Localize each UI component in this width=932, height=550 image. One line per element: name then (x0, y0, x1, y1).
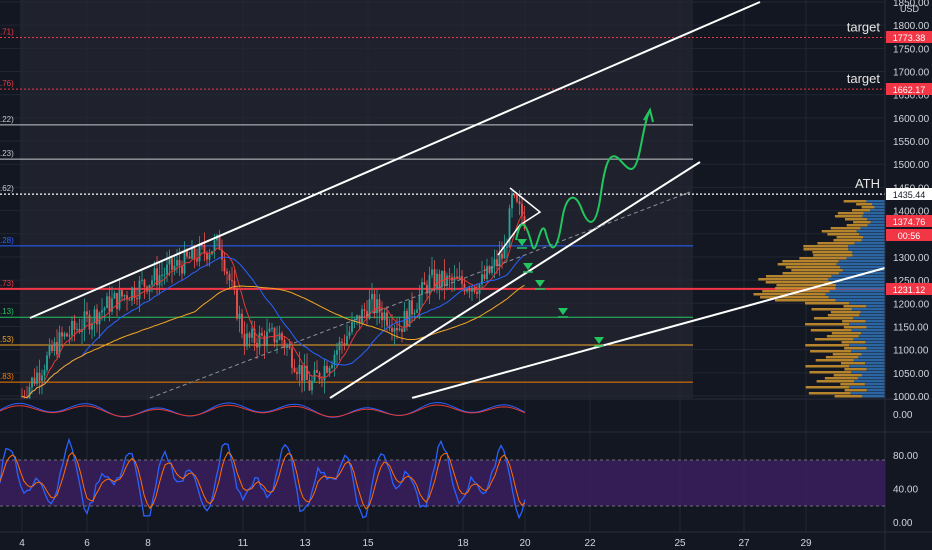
fib-level-label: .76) (0, 79, 14, 88)
fib-level-label: .13) (0, 307, 14, 316)
price-badge (886, 83, 932, 95)
price-tick-label: 1750.00 (893, 44, 930, 55)
price-badge (886, 229, 932, 241)
price-badge (886, 188, 932, 200)
price-tick-label: 1700.00 (893, 68, 930, 79)
signal-markers (517, 239, 604, 347)
price-badges: 1773.38 1662.17 1435.44 1374.76 00:56 1231.12 (886, 31, 932, 295)
time-tick-label: 11 (238, 538, 249, 549)
volume-profile (753, 200, 885, 398)
time-tick-label: 13 (299, 538, 311, 549)
price-tick-label: 1200.00 (893, 299, 930, 310)
annotation-label: ATH (855, 176, 880, 191)
annotation-label: target (847, 20, 881, 35)
price-tick-label: 1050.00 (893, 369, 930, 380)
price-tick-label: 1800.00 (893, 21, 930, 32)
ma-orange-line (21, 284, 525, 399)
price-badge (886, 283, 932, 295)
price-tick-label: 1550.00 (893, 137, 930, 148)
channel-upper-line[interactable] (29, 1, 761, 319)
buy-marker (523, 263, 533, 270)
fib-level-labels: .71) .76) .22) .23) .62) .28) .73) .13) .53) .83) (0, 28, 14, 382)
oscillator-line-b (0, 404, 526, 418)
price-badge-label: 00:56 (898, 231, 921, 241)
time-tick-label: 29 (800, 538, 812, 549)
fib-level-label: .71) (0, 28, 14, 37)
price-tick-label: 1500.00 (893, 160, 930, 171)
time-tick-label: 4 (19, 538, 25, 549)
stoch-k-line (0, 437, 526, 520)
price-tick-label: 1400.00 (893, 207, 930, 218)
annotation-label: target (847, 71, 881, 86)
price-badge-label: 1435.44 (893, 190, 926, 200)
fib-level-label: .22) (0, 115, 14, 124)
price-tick-label: 1000.00 (893, 392, 930, 403)
price-badge-label: 1374.76 (893, 217, 926, 227)
support-trend-line[interactable] (411, 267, 886, 399)
fib-level-label: .83) (0, 372, 14, 381)
channel-lower-line[interactable] (329, 161, 701, 399)
indicator-axis: 80.00 40.00 0.00 0.00 (893, 410, 918, 529)
fib-level-label: .28) (0, 236, 14, 245)
stoch-tick-label: 80.00 (893, 451, 918, 462)
time-tick-label: 22 (584, 538, 596, 549)
price-tick-label: 1100.00 (893, 346, 929, 357)
time-tick-label: 8 (145, 538, 151, 549)
price-tick-label: 1650.00 (893, 91, 930, 102)
oscillator-line-a (0, 401, 526, 418)
projection-arrowhead (643, 107, 654, 123)
stoch-tick-label: 0.00 (893, 518, 913, 529)
annotations: target target ATH (847, 20, 881, 192)
fib-level-label: .53) (0, 335, 14, 344)
buy-marker (594, 337, 604, 344)
price-tick-label: 1600.00 (893, 114, 930, 125)
grid (0, 0, 885, 532)
price-badge-label: 1773.38 (893, 33, 926, 43)
price-candles (21, 190, 526, 400)
ma-red-line (21, 211, 525, 399)
price-badge (886, 215, 932, 227)
stoch-band (0, 460, 885, 506)
time-tick-label: 27 (738, 538, 750, 549)
time-tick-label: 15 (362, 538, 374, 549)
ma-blue-line (21, 254, 525, 399)
fib-level-label: .23) (0, 149, 14, 158)
time-tick-label: 18 (457, 538, 469, 549)
time-axis[interactable]: 4 6 8 11 13 15 18 20 22 25 27 29 (19, 538, 812, 549)
fib-level-label: .62) (0, 184, 14, 193)
osc-tick-label: 0.00 (893, 410, 913, 421)
price-tick-label: 1250.00 (893, 276, 930, 287)
price-tick-label: 1150.00 (893, 322, 929, 333)
stoch-tick-label: 40.00 (893, 484, 918, 495)
time-tick-label: 25 (674, 538, 686, 549)
fib-level-label: .73) (0, 279, 14, 288)
time-tick-label: 20 (519, 538, 531, 549)
price-tick-label: 1300.00 (893, 253, 930, 264)
price-badge (886, 31, 932, 43)
price-badge-label: 1231.12 (893, 285, 926, 295)
price-badge-label: 1662.17 (893, 85, 926, 95)
wedge-pattern (497, 187, 542, 256)
currency-label: USD (900, 4, 920, 14)
projection-path (515, 109, 651, 250)
dashed-trend-line (149, 191, 691, 399)
buy-marker (535, 280, 545, 287)
stoch-d-line (0, 451, 526, 510)
buy-marker (517, 239, 527, 246)
price-tick-label: 1850.00 (893, 0, 930, 9)
time-tick-label: 6 (84, 538, 90, 549)
buy-marker (558, 308, 568, 315)
